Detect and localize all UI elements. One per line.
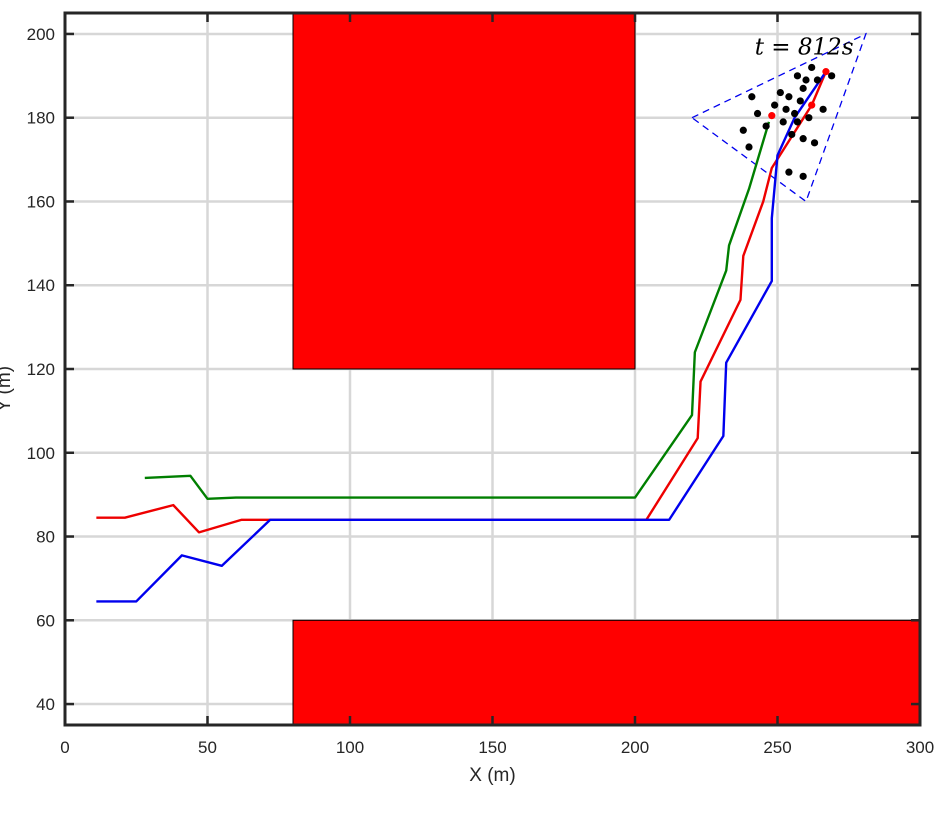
target-point: [748, 93, 756, 101]
target-point: [802, 76, 810, 84]
x-tick-label: 0: [60, 738, 69, 757]
target-point: [739, 126, 747, 134]
obstacle-rect: [292, 12, 636, 370]
target-point: [745, 143, 753, 151]
target-point: [799, 135, 807, 143]
target-point: [796, 97, 804, 105]
target-point: [762, 122, 770, 130]
y-tick-label: 100: [27, 444, 55, 463]
y-tick-label: 160: [27, 192, 55, 211]
obstacle-rect: [292, 619, 921, 726]
target-point: [782, 105, 790, 113]
trajectory-blue: [96, 70, 827, 603]
trajectory-red: [96, 71, 828, 534]
agent-point: [768, 112, 776, 120]
agents: [768, 68, 830, 120]
target-point: [771, 101, 779, 109]
y-tick-label: 120: [27, 360, 55, 379]
trajectory-green: [144, 121, 771, 501]
tick-marks: [63, 13, 922, 725]
x-tick-label: 200: [621, 738, 649, 757]
y-tick-label: 180: [27, 109, 55, 128]
target-point: [799, 84, 807, 92]
x-tick-label: 300: [906, 738, 934, 757]
y-tick-label: 200: [27, 25, 55, 44]
x-tick-label: 50: [198, 738, 217, 757]
tick-labels: 0 50 100 150 200 250 300 40 60 80 100 120 140 160 180 2…: [27, 25, 935, 757]
target-point: [793, 72, 802, 80]
agent-point: [808, 101, 816, 109]
targets: [739, 63, 836, 180]
target-point: [779, 118, 787, 126]
y-tick-label: 60: [36, 611, 55, 630]
target-point: [791, 109, 799, 118]
x-axis-label: X (m): [469, 765, 515, 786]
target-point: [799, 172, 807, 180]
target-point: [785, 168, 793, 176]
target-point: [788, 130, 796, 139]
x-tick-label: 150: [478, 738, 506, 757]
trajectories: [96, 70, 828, 603]
obstacles: [292, 12, 921, 726]
target-point: [813, 76, 822, 84]
target-point: [793, 118, 802, 126]
time-annotation: t = 812s: [755, 35, 854, 61]
y-tick-label: 80: [36, 528, 55, 547]
target-point: [776, 88, 784, 97]
y-tick-label: 40: [36, 695, 55, 714]
sensor-triangle: [690, 32, 867, 203]
y-axis-label: Y (m): [0, 366, 15, 412]
target-point: [753, 109, 762, 118]
target-point: [810, 139, 819, 147]
target-point: [808, 63, 816, 72]
y-tick-label: 140: [27, 276, 55, 295]
target-point: [828, 72, 836, 80]
target-point: [819, 105, 827, 113]
agent-point: [822, 68, 830, 76]
target-point: [805, 114, 813, 122]
target-point: [785, 93, 793, 101]
sensor-region: [690, 32, 867, 203]
x-tick-label: 250: [763, 738, 791, 757]
x-tick-label: 100: [336, 738, 364, 757]
